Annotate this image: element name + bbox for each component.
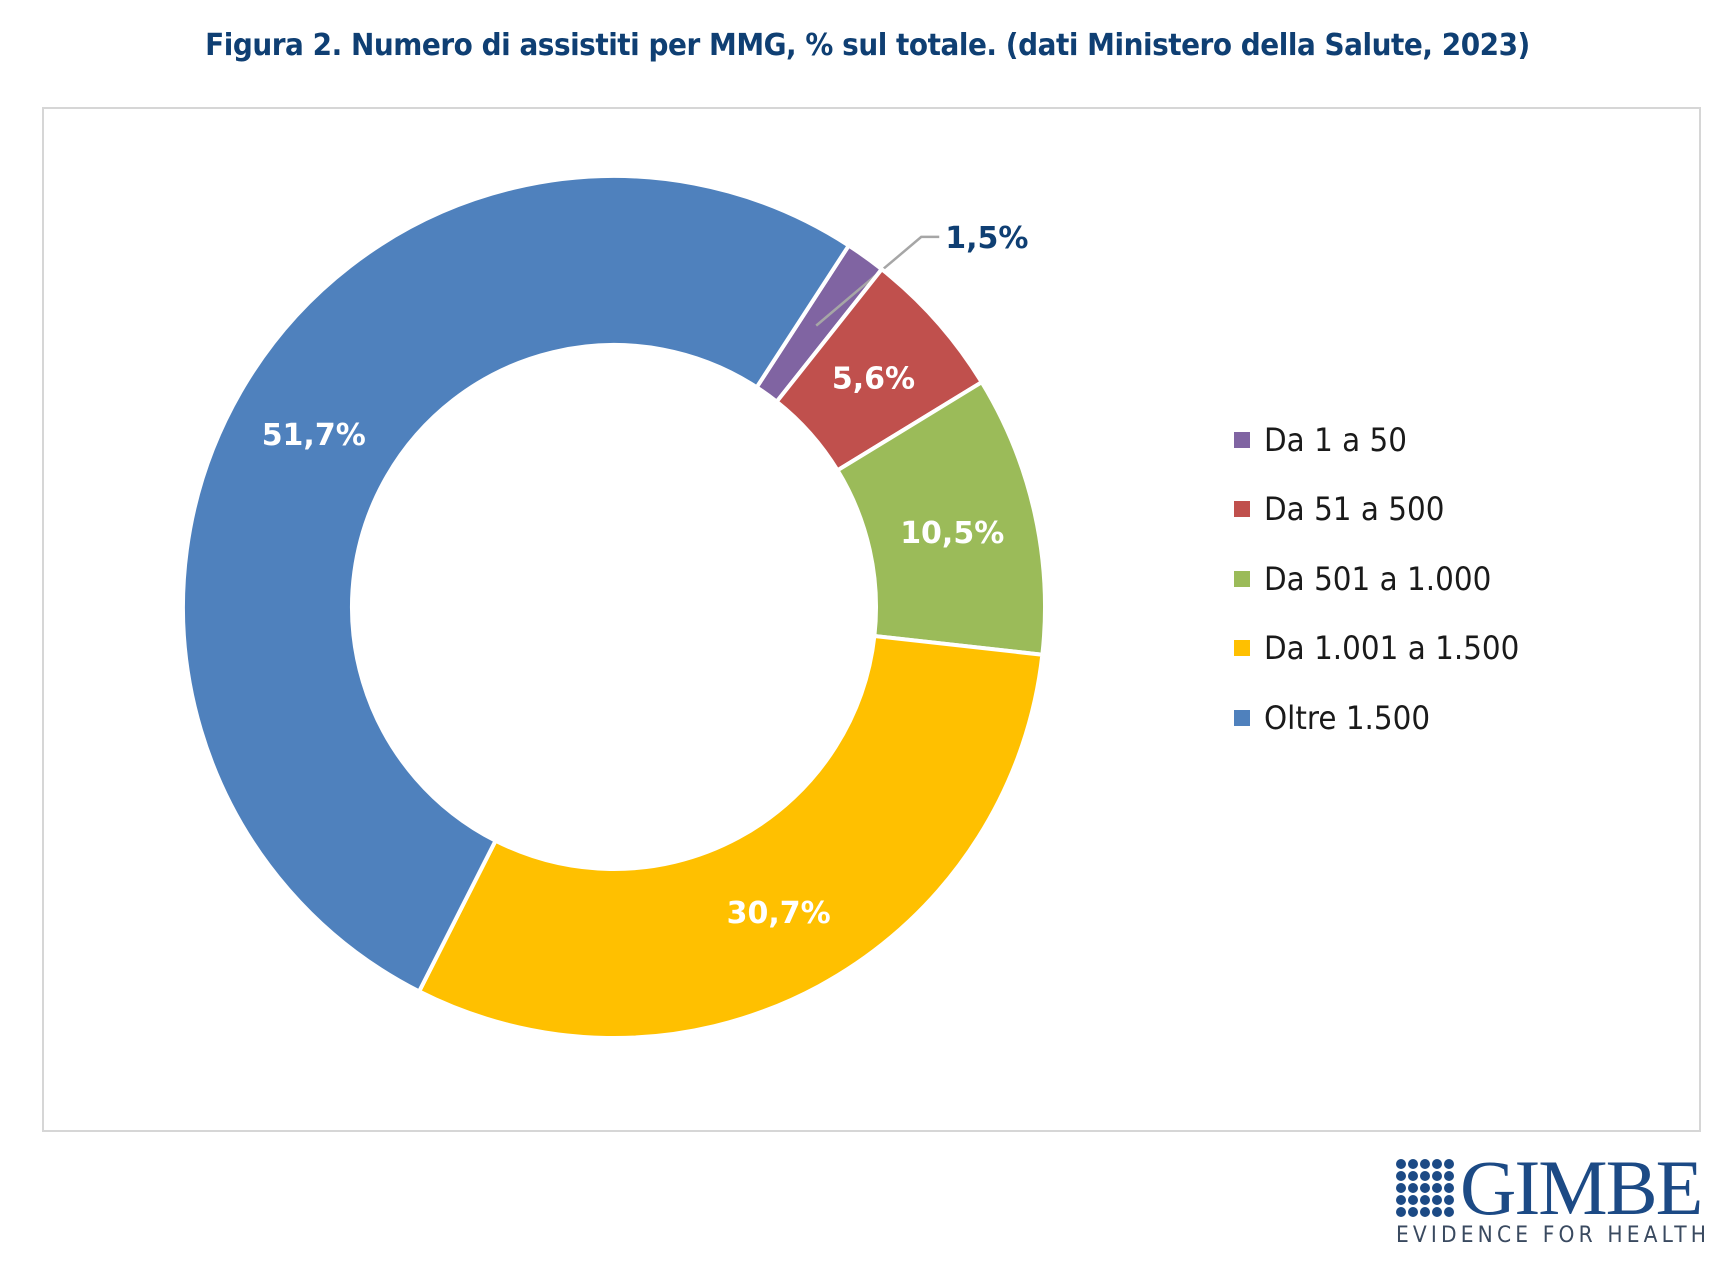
legend-swatch (1234, 640, 1250, 657)
logo-dot (1420, 1183, 1430, 1193)
logo-dot (1432, 1183, 1442, 1193)
chart-frame (42, 107, 1701, 1132)
logo-dot (1444, 1159, 1454, 1169)
logo-dot (1396, 1159, 1406, 1169)
logo-dot (1432, 1195, 1442, 1205)
data-label-da-51-a-500: 5,6% (832, 361, 915, 396)
logo-dot (1444, 1183, 1454, 1193)
logo-name: GIMBE (1460, 1144, 1703, 1231)
data-label-da-501-a-1000: 10,5% (900, 516, 1004, 551)
data-label-oltre-1500: 51,7% (262, 418, 366, 453)
legend-label: Da 1 a 50 (1264, 420, 1408, 459)
logo-dot (1420, 1159, 1430, 1169)
logo-dot (1432, 1159, 1442, 1169)
legend-swatch (1234, 709, 1250, 726)
logo-dot (1444, 1171, 1454, 1181)
legend-label: Da 501 a 1.000 (1264, 559, 1492, 598)
leader-line (815, 235, 940, 327)
logo-dot (1420, 1207, 1430, 1217)
legend: Da 1 a 50 Da 51 a 500 Da 501 a 1.000 Da 1.0… (1234, 405, 1542, 753)
legend-label: Oltre 1.500 (1264, 698, 1431, 737)
legend-item-oltre-1500: Oltre 1.500 (1234, 683, 1542, 753)
logo-dot (1396, 1171, 1406, 1181)
legend-swatch (1234, 431, 1250, 448)
logo-dot (1396, 1207, 1406, 1217)
logo-dot (1408, 1171, 1418, 1181)
data-label-da-1-a-50: 1,5% (945, 221, 1028, 256)
logo-dot (1408, 1183, 1418, 1193)
legend-swatch (1234, 570, 1250, 587)
logo-dot (1396, 1183, 1406, 1193)
slice-da-1001-a-1500 (416, 633, 1045, 1040)
logo-dot (1420, 1171, 1430, 1181)
legend-swatch (1234, 501, 1250, 518)
legend-item-da-501-a-1000: Da 501 a 1.000 (1234, 544, 1542, 614)
logo-dot (1420, 1195, 1430, 1205)
logo-dot (1444, 1207, 1454, 1217)
data-label-da-1001-a-1500: 30,7% (727, 896, 831, 931)
legend-label: Da 1.001 a 1.500 (1264, 629, 1520, 668)
logo-dot (1432, 1207, 1442, 1217)
legend-item-da-51-a-500: Da 51 a 500 (1234, 475, 1542, 545)
slice-oltre-1500 (181, 174, 852, 995)
logo-dot (1432, 1171, 1442, 1181)
chart-title: Figura 2. Numero di assistiti per MMG, %… (205, 28, 1530, 63)
legend-item-da-1001-a-1500: Da 1.001 a 1.500 (1234, 614, 1542, 684)
gimbe-logo: GIMBE EVIDENCE FOR HEALTH (1396, 1144, 1706, 1257)
logo-tagline: EVIDENCE FOR HEALTH (1396, 1223, 1711, 1248)
legend-item-da-1-a-50: Da 1 a 50 (1234, 405, 1542, 475)
logo-dot (1408, 1207, 1418, 1217)
legend-label: Da 51 a 500 (1264, 490, 1445, 529)
logo-dot (1444, 1195, 1454, 1205)
logo-dot (1408, 1159, 1418, 1169)
logo-grid-icon (1396, 1159, 1454, 1217)
logo-dot (1408, 1195, 1418, 1205)
logo-dot (1396, 1195, 1406, 1205)
